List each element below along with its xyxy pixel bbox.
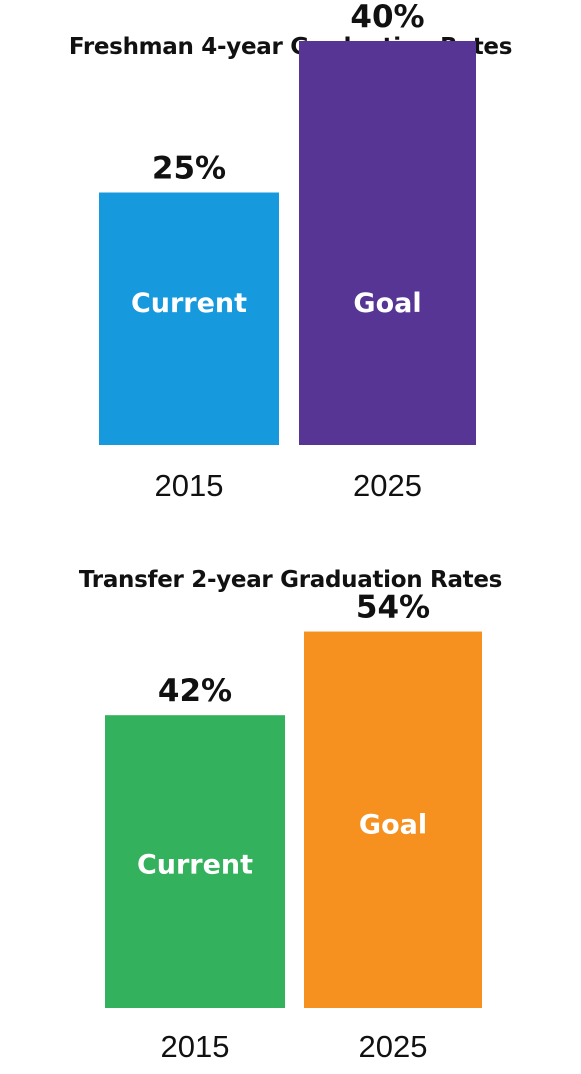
bar [99,192,279,445]
transfer-chart: Transfer 2-year Graduation Rates 42% Curr… [0,540,581,1074]
bar-label: Goal [353,288,421,319]
data-label: 54% [356,590,430,626]
category-label: 2025 [359,1029,428,1064]
data-label: 42% [158,673,232,709]
transfer-chart-plot: 42% Current 2015 54% Goal 2025 [105,590,482,1064]
freshman-chart: Freshman 4-year Graduation Rates 25% Curr… [69,0,513,503]
bar-label: Current [137,849,253,880]
bar-label: Current [131,288,247,319]
chart-title: Transfer 2-year Graduation Rates [78,567,503,593]
bar [105,715,285,1008]
category-label: 2025 [353,468,422,503]
data-label: 40% [350,0,424,35]
data-label: 25% [152,151,226,187]
bar [299,41,476,445]
freshman-chart-plot: 25% Current 2015 40% Goal 2025 [99,0,476,503]
bar [304,631,482,1008]
category-label: 2015 [161,1029,230,1064]
category-label: 2015 [155,468,224,503]
bar-label: Goal [359,809,427,840]
